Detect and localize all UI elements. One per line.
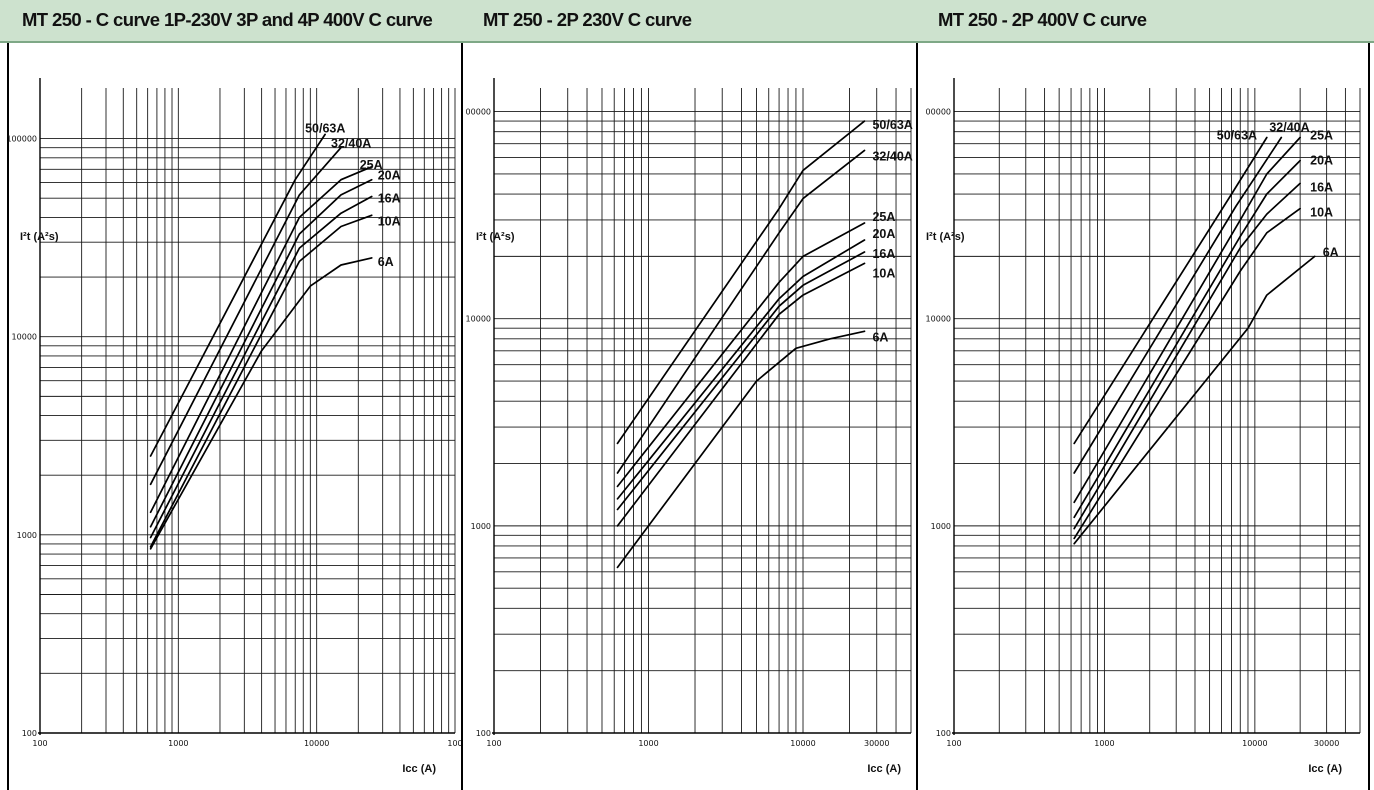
x-axis-label: Icc (A) [867, 763, 901, 775]
curve-label: 20A [872, 227, 895, 241]
chart-title: MT 250 - 2P 400V C curve [938, 9, 1147, 30]
x-tick-label: 10000 [1242, 739, 1267, 748]
x-tick-label: 1000 [168, 739, 188, 748]
curve-label: 32/40A [1269, 120, 1309, 134]
curve-25a [149, 165, 373, 514]
curve-6a [616, 330, 866, 569]
curve-label: 16A [1310, 180, 1333, 194]
panel-border [7, 43, 9, 790]
curve-label: 20A [378, 169, 401, 183]
curve-label: 6A [872, 330, 888, 344]
chart-plot: 100 1000 10000 30000 100 1000 10000 00000 I²t (A… [466, 78, 913, 775]
curve-label: 6A [1323, 245, 1339, 259]
curve-32-40a [1073, 136, 1283, 474]
curve-20a [149, 178, 373, 528]
curve-label: 10A [378, 214, 401, 228]
x-tick-label: 100 [32, 739, 47, 748]
y-tick-label: 1000 [931, 522, 951, 531]
x-tick-label: 10000 [790, 739, 815, 748]
x-tick-label: 1000 [638, 739, 658, 748]
curve-label: 32/40A [331, 137, 371, 151]
curve-label: 16A [378, 192, 401, 206]
curve-label: 16A [872, 247, 895, 261]
curve-label: 50/63A [305, 121, 345, 135]
chart-panel-3: MT 250 - 2P 400V C curve 100 1000 10000 300… [916, 0, 1374, 790]
grid [39, 88, 456, 734]
x-tick-label: 30000 [864, 739, 889, 748]
curve-label: 25A [360, 158, 383, 172]
x-tick-label: 30000 [1314, 739, 1339, 748]
curve-32-40a [616, 149, 866, 474]
y-axis-label: I²t (A²s) [20, 231, 59, 243]
panel-header: MT 250 - 2P 230V C curve [461, 0, 916, 43]
y-tick-label: 100000 [6, 135, 37, 144]
curve-label: 6A [378, 255, 394, 269]
panel-header: MT 250 - 2P 400V C curve [916, 0, 1374, 43]
panel-divider [461, 43, 463, 790]
curve-label: 10A [1310, 206, 1333, 220]
x-tick-label: 100 [946, 739, 961, 748]
grid [493, 88, 912, 734]
y-tick-label: 00000 [926, 108, 951, 117]
y-tick-label: 100 [936, 729, 951, 738]
chart-title: MT 250 - C curve 1P-230V 3P and 4P 400V … [22, 9, 433, 30]
curve-label: 32/40A [872, 149, 912, 163]
x-tick-label: 10000 [304, 739, 329, 748]
curve-10a [616, 262, 866, 527]
curve-20a [616, 239, 866, 500]
x-tick-label: 100 [447, 739, 462, 748]
y-tick-label: 10000 [926, 315, 951, 324]
chart-panel-1: MT 250 - C curve 1P-230V 3P and 4P 400V … [0, 0, 463, 790]
curve-25a [1073, 136, 1301, 504]
curve-16a [616, 251, 866, 511]
curve-6a [149, 257, 373, 550]
y-tick-label: 10000 [12, 333, 37, 342]
curve-32-40a [149, 146, 342, 486]
y-tick-label: 00000 [466, 108, 491, 117]
y-tick-label: 100 [476, 729, 491, 738]
curve-label: 50/63A [872, 118, 912, 132]
x-axis-label: Icc (A) [1308, 763, 1342, 775]
chart-title: MT 250 - 2P 230V C curve [483, 9, 692, 30]
chart-plot: 100 1000 10000 30000 100 1000 10000 00000 I²t (A… [926, 78, 1361, 775]
y-axis-label: I²t (A²s) [926, 231, 965, 243]
curve-label: 25A [872, 210, 895, 224]
curve-10a [1073, 207, 1301, 540]
curve-label: 50/63A [1217, 128, 1257, 142]
panel-divider [916, 43, 918, 790]
curve-25a [616, 222, 866, 488]
chart-panel-2: MT 250 - 2P 230V C curve 100 1000 10000 300… [461, 0, 916, 790]
curve-label: 20A [1310, 154, 1333, 168]
curve-50-63a [149, 133, 326, 457]
panel-border [1368, 43, 1370, 790]
curve-50-63a [1073, 136, 1268, 445]
curve-16a [1073, 182, 1301, 530]
x-axis-label: Icc (A) [402, 763, 436, 775]
curve-label: 10A [872, 266, 895, 280]
y-tick-label: 10000 [466, 315, 491, 324]
y-tick-label: 100 [22, 729, 37, 738]
panel-header: MT 250 - C curve 1P-230V 3P and 4P 400V … [0, 0, 461, 43]
curve-10a [149, 214, 373, 548]
curve-16a [149, 195, 373, 539]
curve-20a [1073, 159, 1301, 519]
x-tick-label: 100 [486, 739, 501, 748]
x-tick-label: 1000 [1094, 739, 1114, 748]
curve-label: 25A [1310, 128, 1333, 142]
y-tick-label: 1000 [471, 522, 491, 531]
y-tick-label: 1000 [17, 531, 37, 540]
y-axis-label: I²t (A²s) [476, 231, 515, 243]
curve-50-63a [616, 120, 866, 445]
curve-6a [1073, 255, 1316, 545]
